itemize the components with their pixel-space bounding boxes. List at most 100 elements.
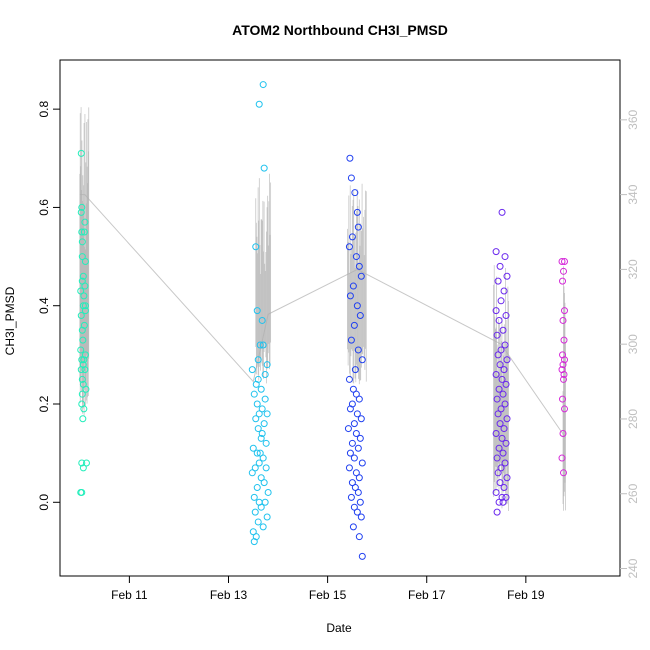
data-point: [260, 479, 268, 487]
data-point: [560, 469, 568, 477]
data-point: [493, 454, 501, 462]
data-point: [558, 257, 566, 265]
data-point: [81, 282, 89, 290]
data-point: [355, 474, 363, 482]
data-point: [560, 371, 568, 379]
data-point: [503, 415, 511, 423]
data-point: [77, 312, 85, 320]
data-point: [560, 257, 568, 265]
data-point: [78, 253, 86, 261]
data-point: [262, 439, 270, 447]
data-point: [500, 484, 508, 492]
data-point: [259, 523, 267, 531]
data-point: [250, 538, 258, 546]
data-point: [496, 479, 504, 487]
data-point: [257, 503, 265, 511]
data-point: [353, 410, 361, 418]
data-point: [352, 253, 360, 261]
data-point: [254, 518, 262, 526]
data-point: [81, 302, 89, 310]
data-point: [347, 174, 355, 182]
data-point: [78, 488, 86, 496]
data-point: [499, 390, 507, 398]
data-point: [79, 464, 87, 472]
data-point: [78, 356, 86, 364]
data-point: [500, 425, 508, 433]
data-point: [560, 405, 568, 413]
x-axis-label: Date: [326, 621, 352, 635]
data-point: [493, 395, 501, 403]
data-point: [254, 356, 262, 364]
data-point: [81, 307, 89, 315]
data-point: [257, 385, 265, 393]
data-point: [252, 415, 260, 423]
data-point: [252, 380, 260, 388]
data-point: [261, 371, 269, 379]
data-point: [494, 351, 502, 359]
data-point: [494, 469, 502, 477]
data-point: [496, 262, 504, 270]
data-point: [493, 331, 501, 339]
data-point: [500, 366, 508, 374]
data-point: [257, 474, 265, 482]
data-point: [348, 479, 356, 487]
data-point: [80, 356, 88, 364]
data-point: [258, 429, 266, 437]
y2-tick-label: 300: [626, 334, 640, 354]
data-point: [250, 390, 258, 398]
data-point: [78, 203, 86, 211]
data-point: [357, 415, 365, 423]
data-point: [495, 444, 503, 452]
data-point: [560, 336, 568, 344]
data-point: [559, 316, 567, 324]
data-point: [346, 405, 354, 413]
data-point: [346, 154, 354, 162]
data-point: [80, 228, 88, 236]
data-point: [351, 366, 359, 374]
data-point: [354, 223, 362, 231]
data-point: [356, 434, 364, 442]
data-point: [349, 385, 357, 393]
data-point: [253, 484, 261, 492]
data-point: [498, 208, 506, 216]
y-tick-label: 0.2: [37, 395, 51, 412]
data-point: [503, 474, 511, 482]
data-point: [81, 366, 89, 374]
x-tick-label: Feb 13: [210, 588, 248, 602]
data-point: [255, 410, 263, 418]
data-point: [497, 346, 505, 354]
data-point: [502, 312, 510, 320]
data-point: [358, 459, 366, 467]
data-point: [497, 405, 505, 413]
axis-layer: 0.0 0.2 0.4 0.6 0.8 240 260 280 300 320 340 360 Feb …: [37, 100, 640, 602]
data-point: [251, 508, 259, 516]
data-point: [559, 361, 567, 369]
data-point: [351, 484, 359, 492]
x-tick-label: Feb 17: [408, 588, 446, 602]
data-point: [253, 449, 261, 457]
data-point: [350, 454, 358, 462]
data-point: [77, 287, 85, 295]
scatter-points-layer: [77, 81, 568, 560]
data-point: [356, 312, 364, 320]
data-point: [559, 429, 567, 437]
data-point: [82, 459, 90, 467]
data-point: [356, 498, 364, 506]
data-point: [253, 400, 261, 408]
data-point: [498, 493, 506, 501]
data-point: [501, 253, 509, 261]
data-point: [351, 189, 359, 197]
data-point: [354, 444, 362, 452]
data-point: [502, 380, 510, 388]
data-point: [492, 307, 500, 315]
data-point: [349, 523, 357, 531]
data-point: [256, 449, 264, 457]
data-point: [501, 341, 509, 349]
data-point: [264, 488, 272, 496]
data-point: [78, 390, 86, 398]
data-point: [77, 149, 85, 157]
x-tick-label: Feb 15: [309, 588, 347, 602]
data-point: [494, 277, 502, 285]
data-point: [353, 508, 361, 516]
